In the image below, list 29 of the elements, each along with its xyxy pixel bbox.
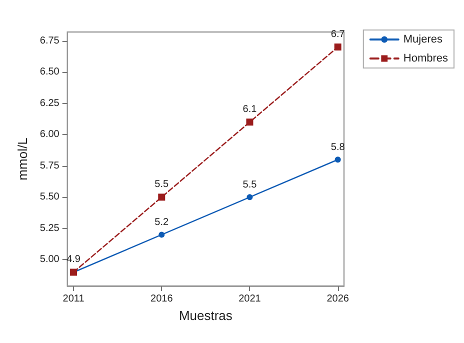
x-tick-label: 2011 xyxy=(62,294,85,304)
y-tick-label: 6.50 xyxy=(40,66,60,78)
point xyxy=(158,232,165,238)
y-tick-label: 6.00 xyxy=(40,129,60,140)
point xyxy=(246,194,253,200)
y-axis-title: mmol/L xyxy=(15,138,30,180)
point xyxy=(246,118,254,126)
data-label: 5.2 xyxy=(154,217,170,228)
legend-label: Hombres xyxy=(403,52,448,64)
x-tick-label: 2016 xyxy=(150,294,174,304)
x-tick-label: 2021 xyxy=(238,294,262,304)
point xyxy=(158,194,166,201)
y-tick-label: 6.25 xyxy=(40,98,60,109)
data-label: 4.9 xyxy=(66,254,81,266)
legend-label: Mujeres xyxy=(403,34,443,46)
x-axis-title: Muestras xyxy=(178,308,233,323)
data-label: 6.7 xyxy=(330,29,346,40)
data-label: 5.8 xyxy=(330,142,346,154)
x-tick-label: 2026 xyxy=(326,294,350,304)
data-label: 5.5 xyxy=(242,180,258,191)
data-label: 6.1 xyxy=(242,104,258,116)
data-label: 5.5 xyxy=(154,179,170,190)
y-tick-label: 5.25 xyxy=(40,222,60,234)
y-tick-label: 6.75 xyxy=(40,35,60,46)
y-tick-label: 5.50 xyxy=(40,192,60,203)
y-tick-label: 5.75 xyxy=(40,160,60,172)
point xyxy=(334,156,341,163)
point xyxy=(334,44,342,51)
y-tick-label: 5.00 xyxy=(40,254,60,266)
